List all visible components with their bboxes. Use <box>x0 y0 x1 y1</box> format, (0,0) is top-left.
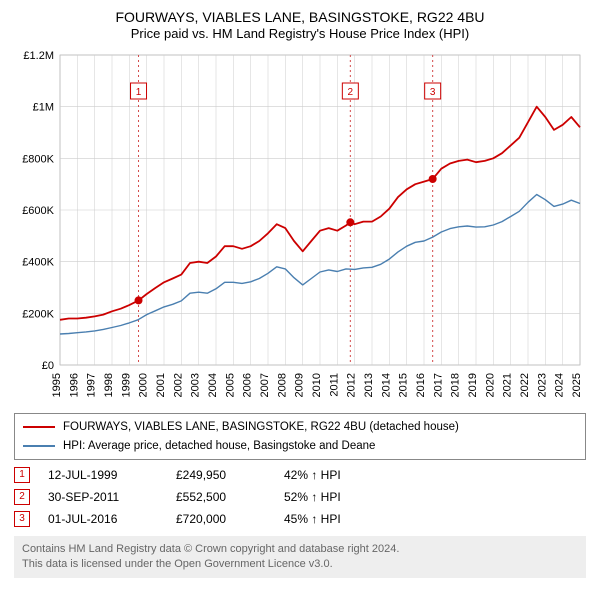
svg-text:2018: 2018 <box>450 373 462 397</box>
legend-item: HPI: Average price, detached house, Basi… <box>23 437 577 455</box>
svg-text:2011: 2011 <box>328 373 340 397</box>
svg-text:2021: 2021 <box>502 373 514 397</box>
svg-text:2000: 2000 <box>138 373 150 397</box>
svg-text:2015: 2015 <box>398 373 410 397</box>
svg-text:2023: 2023 <box>536 373 548 397</box>
svg-text:1: 1 <box>136 87 142 98</box>
transaction-marker: 1 <box>14 467 30 483</box>
legend: FOURWAYS, VIABLES LANE, BASINGSTOKE, RG2… <box>14 413 586 460</box>
svg-text:2001: 2001 <box>155 373 167 397</box>
svg-text:2024: 2024 <box>554 373 566 397</box>
transaction-marker: 3 <box>14 511 30 527</box>
svg-text:2: 2 <box>348 87 354 98</box>
footnote-line: This data is licensed under the Open Gov… <box>22 557 578 572</box>
svg-text:1995: 1995 <box>51 373 63 397</box>
svg-text:£1M: £1M <box>33 102 54 114</box>
transaction-date: 12-JUL-1999 <box>48 468 158 482</box>
svg-text:£400K: £400K <box>22 257 54 269</box>
transaction-pct: 42% ↑ HPI <box>284 468 394 482</box>
transaction-row: 2 30-SEP-2011 £552,500 52% ↑ HPI <box>14 486 586 508</box>
svg-text:£600K: £600K <box>22 205 54 217</box>
svg-text:2013: 2013 <box>363 373 375 397</box>
svg-text:3: 3 <box>430 87 436 98</box>
transaction-price: £249,950 <box>176 468 266 482</box>
footnote: Contains HM Land Registry data © Crown c… <box>14 536 586 578</box>
transactions-table: 1 12-JUL-1999 £249,950 42% ↑ HPI 2 30-SEP-201… <box>14 464 586 530</box>
svg-text:2014: 2014 <box>380 373 392 397</box>
svg-text:1999: 1999 <box>120 373 132 397</box>
svg-text:2020: 2020 <box>484 373 496 397</box>
transaction-pct: 52% ↑ HPI <box>284 490 394 504</box>
footnote-line: Contains HM Land Registry data © Crown c… <box>22 542 578 557</box>
transaction-date: 01-JUL-2016 <box>48 512 158 526</box>
svg-text:2025: 2025 <box>571 373 583 397</box>
transaction-price: £552,500 <box>176 490 266 504</box>
svg-text:2012: 2012 <box>346 373 358 397</box>
svg-text:£0: £0 <box>42 360 54 372</box>
transaction-row: 3 01-JUL-2016 £720,000 45% ↑ HPI <box>14 508 586 530</box>
transaction-marker: 2 <box>14 489 30 505</box>
legend-label: FOURWAYS, VIABLES LANE, BASINGSTOKE, RG2… <box>63 418 459 436</box>
chart-title: FOURWAYS, VIABLES LANE, BASINGSTOKE, RG2… <box>10 8 590 26</box>
svg-text:2004: 2004 <box>207 373 219 397</box>
svg-text:2007: 2007 <box>259 373 271 397</box>
legend-swatch <box>23 445 55 447</box>
transaction-date: 30-SEP-2011 <box>48 490 158 504</box>
legend-item: FOURWAYS, VIABLES LANE, BASINGSTOKE, RG2… <box>23 418 577 436</box>
svg-text:1998: 1998 <box>103 373 115 397</box>
svg-text:2003: 2003 <box>190 373 202 397</box>
legend-swatch <box>23 426 55 428</box>
legend-label: HPI: Average price, detached house, Basi… <box>63 437 375 455</box>
chart-subtitle: Price paid vs. HM Land Registry's House … <box>10 26 590 41</box>
svg-text:2002: 2002 <box>172 373 184 397</box>
svg-text:1996: 1996 <box>68 373 80 397</box>
svg-text:2019: 2019 <box>467 373 479 397</box>
chart-container: FOURWAYS, VIABLES LANE, BASINGSTOKE, RG2… <box>0 0 600 584</box>
svg-text:£800K: £800K <box>22 154 54 166</box>
svg-text:2010: 2010 <box>311 373 323 397</box>
svg-text:2016: 2016 <box>415 373 427 397</box>
svg-text:2009: 2009 <box>294 373 306 397</box>
svg-text:2017: 2017 <box>432 373 444 397</box>
transaction-row: 1 12-JUL-1999 £249,950 42% ↑ HPI <box>14 464 586 486</box>
svg-text:2008: 2008 <box>276 373 288 397</box>
transaction-price: £720,000 <box>176 512 266 526</box>
svg-text:£200K: £200K <box>22 309 54 321</box>
transaction-pct: 45% ↑ HPI <box>284 512 394 526</box>
svg-text:2006: 2006 <box>242 373 254 397</box>
chart-plot: £0 £200K £400K £600K £800K £1M £1.2M 1995 1996 19… <box>10 47 590 407</box>
svg-text:2005: 2005 <box>224 373 236 397</box>
svg-text:1997: 1997 <box>86 373 98 397</box>
svg-text:£1.2M: £1.2M <box>23 50 54 62</box>
svg-text:2022: 2022 <box>519 373 531 397</box>
